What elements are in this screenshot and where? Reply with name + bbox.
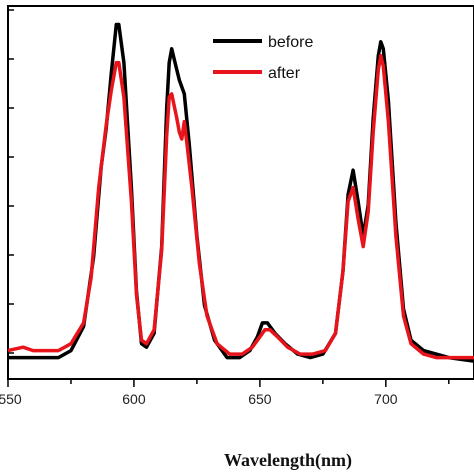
legend-label-after: after bbox=[268, 65, 301, 82]
x-axis-title: Wavelength(nm) bbox=[224, 450, 352, 471]
x-tick-label: 550 bbox=[0, 391, 22, 407]
x-ticks: 550 600 650 700 bbox=[0, 379, 450, 407]
x-tick-label: 650 bbox=[248, 391, 272, 407]
plot-frame bbox=[7, 5, 474, 380]
x-tick-label: 600 bbox=[122, 391, 146, 407]
legend-label-before: before bbox=[268, 34, 313, 51]
y-ticks bbox=[8, 9, 14, 354]
series-layer bbox=[7, 22, 474, 363]
x-tick-label: 700 bbox=[374, 391, 398, 407]
legend: before after bbox=[213, 34, 313, 82]
series-line-before bbox=[8, 22, 474, 363]
series-line-after bbox=[7, 53, 474, 360]
